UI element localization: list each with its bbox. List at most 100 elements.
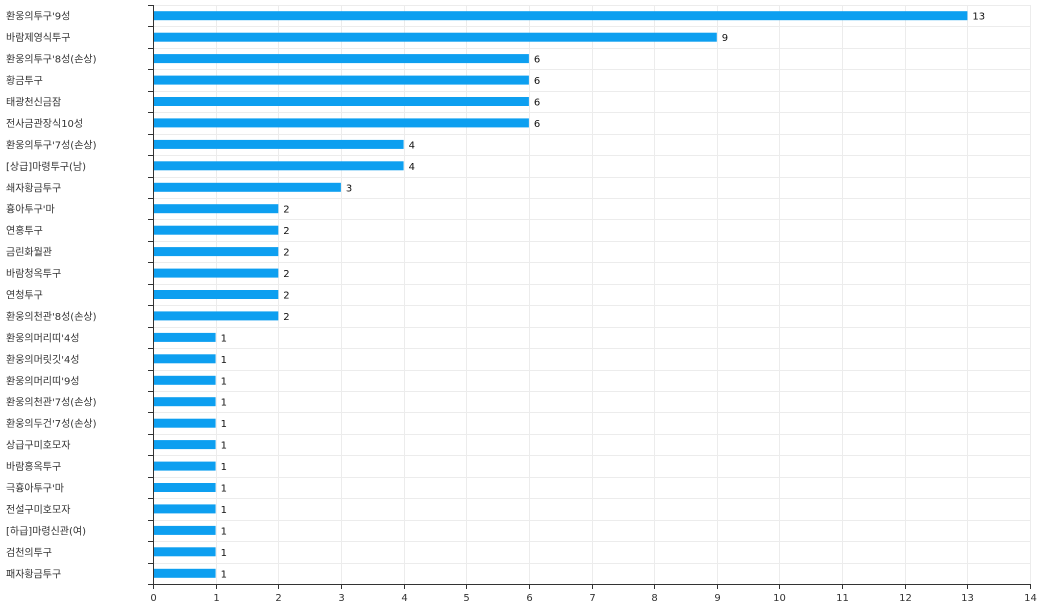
bar: [154, 568, 216, 578]
data-label: 6: [534, 98, 540, 109]
axis-layer: 0 1 2 3 4 5 6 7 8 9 10 11 12 13 14: [148, 5, 1037, 603]
category-label: 검천의투구: [6, 547, 52, 559]
bar: [154, 32, 717, 42]
category-label: 패자황금투구: [6, 568, 61, 580]
x-tick-label: 5: [463, 593, 469, 603]
data-label: 2: [283, 269, 289, 280]
bar: [154, 11, 968, 21]
bar: [154, 354, 216, 364]
data-label: 1: [221, 462, 227, 473]
bar: [154, 268, 279, 278]
bar: [154, 418, 216, 428]
data-label: 1: [221, 548, 227, 559]
category-label: 바람제영식투구: [6, 31, 70, 44]
data-label: 1: [221, 376, 227, 387]
bar: [154, 204, 279, 214]
x-tick-label: 6: [526, 593, 532, 603]
bar: [154, 118, 529, 128]
category-label: 환웅의두건'7성(손상): [6, 418, 97, 430]
x-tick-label: 13: [961, 593, 974, 603]
category-label: 상급구미호모자: [6, 440, 70, 452]
category-label: 환웅의천관'8성(손상): [6, 311, 97, 323]
bar: [154, 54, 529, 64]
bar: [154, 461, 216, 471]
category-label: 태광천신금잠: [6, 97, 61, 109]
x-tick-label: 14: [1024, 593, 1037, 603]
data-label: 2: [283, 248, 289, 259]
data-label: 1: [221, 398, 227, 409]
data-label: 4: [409, 140, 415, 151]
label-layer: 13환웅의투구'9성9바람제영식투구6환웅의투구'8성(손상)6황금투구6태광천…: [6, 11, 985, 581]
data-label: 1: [221, 355, 227, 366]
bar: [154, 75, 529, 85]
x-tick-label: 10: [773, 593, 786, 603]
data-label: 1: [221, 484, 227, 495]
data-label: 3: [346, 183, 352, 194]
bar: [154, 182, 341, 192]
category-label: 황금투구: [6, 75, 43, 87]
data-label: 1: [221, 419, 227, 430]
category-label: 환웅의투구'9성: [6, 11, 70, 23]
bar: [154, 547, 216, 557]
category-label: 연홍투구: [6, 224, 43, 237]
category-label: 환웅의투구'8성(손상): [6, 54, 97, 66]
category-label: 극흉아투구'마: [6, 482, 64, 495]
x-tick-label: 0: [150, 593, 156, 603]
category-label: 바람청옥투구: [6, 267, 61, 280]
bar: [154, 483, 216, 492]
bar: [154, 290, 279, 299]
category-label: 전사금관장식10성: [6, 118, 83, 130]
x-tick-label: 9: [714, 593, 720, 603]
category-label: 환웅의천관'7성(손상): [6, 397, 97, 409]
data-label: 13: [972, 12, 985, 23]
bar: [154, 139, 404, 149]
category-label: 연청투구: [6, 290, 43, 302]
bar: [154, 247, 279, 257]
data-label: 2: [283, 291, 289, 302]
category-label: [상급]마령투구(남): [6, 161, 86, 173]
bar: [154, 375, 216, 385]
category-label: 쇄자황금투구: [6, 182, 61, 194]
data-label: 1: [221, 441, 227, 452]
bar-layer: [154, 11, 968, 578]
data-label: 2: [283, 226, 289, 237]
bar: [154, 97, 529, 106]
category-label: 환웅의머리띠'9성: [6, 375, 80, 387]
category-label: 전설구미호모자: [6, 504, 70, 516]
x-tick-label: 3: [338, 593, 344, 603]
data-label: 6: [534, 119, 540, 130]
x-tick-label: 1: [213, 593, 219, 603]
bar: [154, 504, 216, 514]
category-label: 환웅의투구'7성(손상): [6, 139, 97, 151]
bar: [154, 397, 216, 407]
data-label: 2: [283, 312, 289, 323]
category-label: 바람홍옥투구: [6, 460, 61, 473]
x-tick-label: 8: [651, 593, 657, 603]
grid-layer: [153, 5, 1031, 585]
bar: [154, 311, 279, 321]
data-label: 4: [409, 162, 415, 173]
x-tick-label: 7: [589, 593, 595, 603]
bar: [154, 161, 404, 171]
data-label: 2: [283, 205, 289, 216]
category-label: [하급]마령신관(여): [6, 524, 86, 537]
data-label: 1: [221, 526, 227, 537]
data-label: 6: [534, 76, 540, 87]
bar: [154, 525, 216, 535]
category-label: 환웅의머리띠'4성: [6, 332, 80, 344]
bar: [154, 225, 279, 235]
x-tick-label: 2: [275, 593, 281, 603]
category-label: 금린화월관: [6, 247, 52, 259]
bar: [154, 332, 216, 342]
data-label: 1: [221, 569, 227, 580]
category-label: 환웅의머릿깃'4성: [6, 354, 80, 366]
data-label: 1: [221, 505, 227, 516]
x-tick-label: 12: [899, 593, 912, 603]
data-label: 6: [534, 55, 540, 66]
x-tick-label: 11: [836, 593, 849, 603]
bar: [154, 440, 216, 450]
x-tick-label: 4: [401, 593, 407, 603]
data-label: 9: [722, 33, 728, 44]
